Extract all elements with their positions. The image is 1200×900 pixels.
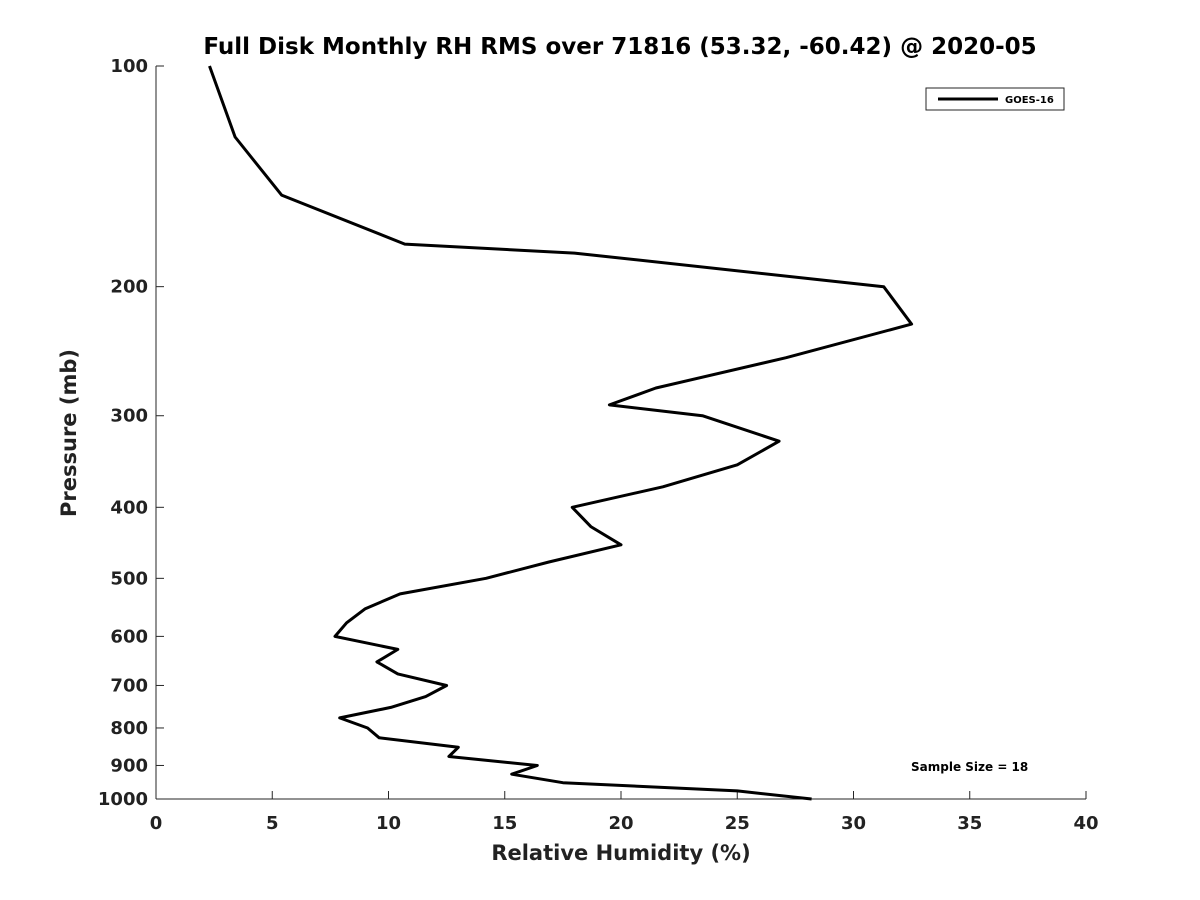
y-axis-label: Pressure (mb) (57, 349, 81, 517)
x-tick-label-20: 20 (608, 813, 633, 834)
y-tick-label-400: 400 (110, 497, 148, 518)
y-axis-ticks: 100 200 300 400 500 600 700 800 900 1000 (98, 56, 164, 810)
sample-size-annotation: Sample Size = 18 (911, 760, 1028, 774)
legend-entry-label: GOES-16 (1005, 95, 1054, 106)
x-tick-label-40: 40 (1073, 813, 1098, 834)
legend: GOES-16 (925, 87, 1065, 111)
y-tick-label-800: 800 (110, 718, 148, 739)
x-tick-label-15: 15 (492, 813, 517, 834)
x-tick-label-10: 10 (376, 813, 401, 834)
y-tick-label-500: 500 (110, 568, 148, 589)
x-tick-label-0: 0 (150, 813, 163, 834)
y-tick-label-700: 700 (110, 675, 148, 696)
x-tick-label-30: 30 (841, 813, 866, 834)
x-tick-label-35: 35 (957, 813, 982, 834)
y-tick-label-900: 900 (110, 755, 148, 776)
y-tick-label-300: 300 (110, 406, 148, 427)
chart-title: Full Disk Monthly RH RMS over 71816 (53.… (203, 34, 1036, 60)
x-axis-ticks: 0 5 10 15 20 25 30 35 40 (150, 791, 1099, 834)
series-layer (208, 65, 914, 801)
y-tick-label-600: 600 (110, 626, 148, 647)
x-tick-label-25: 25 (725, 813, 750, 834)
y-tick-label-100: 100 (110, 56, 148, 77)
y-tick-label-1000: 1000 (98, 789, 148, 810)
x-tick-label-5: 5 (266, 813, 279, 834)
series-line-goes-16 (208, 65, 914, 801)
y-tick-label-200: 200 (110, 277, 148, 298)
x-axis-label: Relative Humidity (%) (491, 841, 750, 865)
plot-area: 0 5 10 15 20 25 30 35 40 100 200 300 400 500 600 700 80… (98, 56, 1099, 834)
